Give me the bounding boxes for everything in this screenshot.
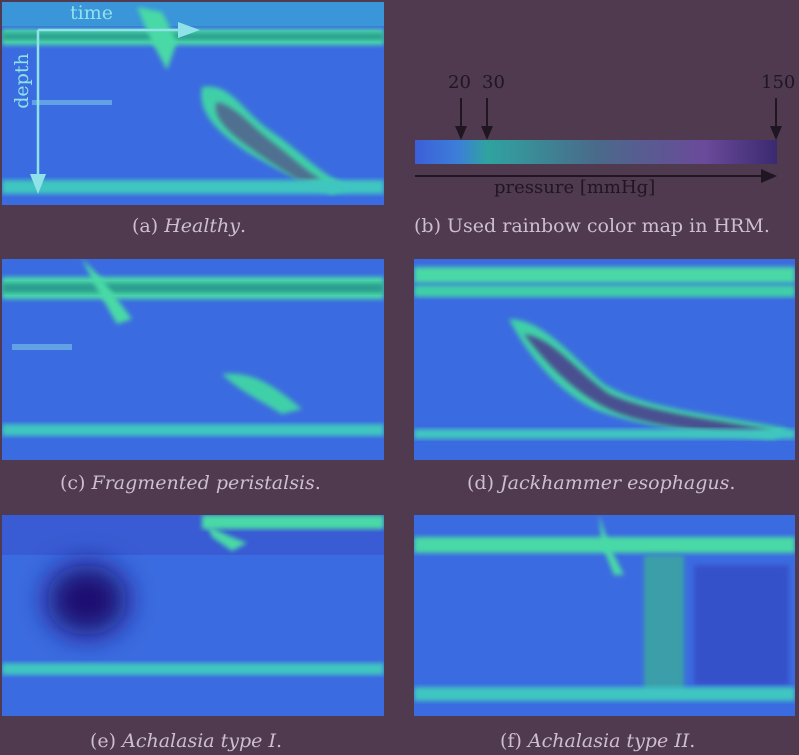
time-axis-label: time (70, 2, 113, 24)
caption-e-italic: Achalasia type I (122, 730, 276, 752)
colormap-tick-150: 150 (761, 72, 796, 93)
panel-a-healthy-plot (2, 2, 384, 205)
caption-d-italic: Jackhammer esophagus (500, 472, 730, 494)
panel-f-achalasia-type-2-plot (414, 515, 795, 716)
caption-a-italic: Healthy (164, 215, 241, 237)
caption-b: (b) Used rainbow color map in HRM. (414, 215, 770, 237)
caption-d-suffix: . (729, 472, 736, 494)
caption-e-prefix: (e) (90, 730, 123, 752)
panel-d-jackhammer-esophagus-plot (414, 259, 795, 460)
depth-axis-label: depth (11, 53, 33, 109)
caption-c: (c) Fragmented peristalsis. (60, 472, 321, 494)
caption-c-suffix: . (314, 472, 321, 494)
colormap-tick-30: 30 (482, 72, 505, 93)
caption-a: (a) Healthy. (132, 215, 246, 237)
caption-e-suffix: . (275, 730, 283, 752)
caption-b-prefix: (b) (414, 215, 448, 237)
panel-c-fragmented-peristalsis-plot (2, 259, 384, 460)
colormap-xlabel: pressure [mmHg] (494, 177, 656, 198)
panel-b-colormap (385, 0, 799, 215)
caption-f-prefix: (f) (500, 730, 528, 752)
caption-b-text: Used rainbow color map in HRM. (447, 215, 770, 237)
colormap-tick-20: 20 (448, 72, 471, 93)
panel-e-achalasia-type-1-plot (2, 515, 384, 716)
caption-a-prefix: (a) (132, 215, 165, 237)
caption-e: (e) Achalasia type I. (90, 730, 282, 752)
caption-f-italic: Achalasia type II (527, 730, 690, 752)
caption-a-suffix: . (240, 215, 247, 237)
caption-d: (d) Jackhammer esophagus. (467, 472, 735, 494)
caption-f-suffix: . (689, 730, 696, 752)
caption-f: (f) Achalasia type II. (500, 730, 695, 752)
caption-c-prefix: (c) (60, 472, 92, 494)
caption-c-italic: Fragmented peristalsis (91, 472, 315, 494)
caption-d-prefix: (d) (467, 472, 501, 494)
